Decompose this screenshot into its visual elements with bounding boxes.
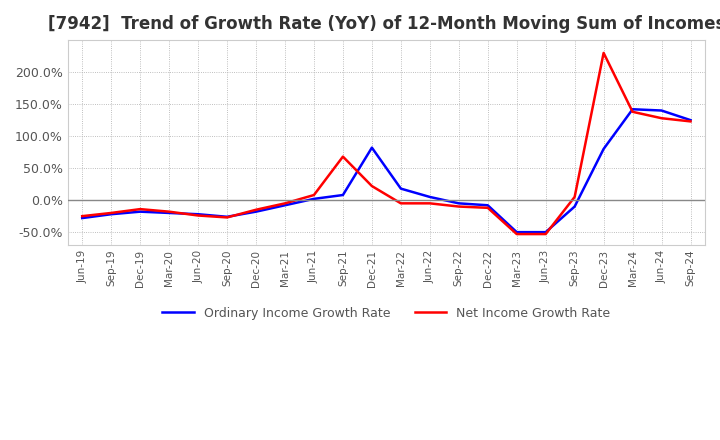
Net Income Growth Rate — [426, 201, 434, 206]
Ordinary Income Growth Rate — [570, 204, 579, 209]
Net Income Growth Rate — [194, 213, 202, 218]
Ordinary Income Growth Rate — [368, 145, 377, 150]
Net Income Growth Rate — [629, 109, 637, 114]
Net Income Growth Rate — [570, 194, 579, 200]
Net Income Growth Rate — [599, 50, 608, 55]
Ordinary Income Growth Rate — [513, 230, 521, 235]
Net Income Growth Rate — [252, 207, 261, 213]
Ordinary Income Growth Rate — [483, 203, 492, 208]
Net Income Growth Rate — [338, 154, 347, 159]
Ordinary Income Growth Rate — [629, 106, 637, 112]
Net Income Growth Rate — [541, 231, 550, 237]
Ordinary Income Growth Rate — [657, 108, 666, 113]
Ordinary Income Growth Rate — [194, 212, 202, 217]
Net Income Growth Rate — [281, 201, 289, 206]
Line: Ordinary Income Growth Rate: Ordinary Income Growth Rate — [82, 109, 690, 232]
Net Income Growth Rate — [222, 215, 231, 220]
Net Income Growth Rate — [657, 116, 666, 121]
Ordinary Income Growth Rate — [397, 186, 405, 191]
Ordinary Income Growth Rate — [541, 230, 550, 235]
Ordinary Income Growth Rate — [599, 146, 608, 151]
Net Income Growth Rate — [368, 183, 377, 189]
Ordinary Income Growth Rate — [281, 203, 289, 208]
Net Income Growth Rate — [310, 192, 318, 198]
Net Income Growth Rate — [686, 119, 695, 124]
Net Income Growth Rate — [136, 206, 145, 212]
Ordinary Income Growth Rate — [454, 201, 463, 206]
Net Income Growth Rate — [454, 204, 463, 209]
Net Income Growth Rate — [483, 205, 492, 210]
Ordinary Income Growth Rate — [78, 216, 86, 221]
Ordinary Income Growth Rate — [165, 210, 174, 216]
Legend: Ordinary Income Growth Rate, Net Income Growth Rate: Ordinary Income Growth Rate, Net Income … — [157, 302, 616, 325]
Net Income Growth Rate — [78, 213, 86, 219]
Ordinary Income Growth Rate — [686, 117, 695, 123]
Ordinary Income Growth Rate — [107, 212, 115, 217]
Net Income Growth Rate — [107, 210, 115, 216]
Net Income Growth Rate — [165, 209, 174, 214]
Net Income Growth Rate — [513, 231, 521, 237]
Ordinary Income Growth Rate — [222, 214, 231, 220]
Net Income Growth Rate — [397, 201, 405, 206]
Line: Net Income Growth Rate: Net Income Growth Rate — [82, 53, 690, 234]
Ordinary Income Growth Rate — [310, 196, 318, 202]
Ordinary Income Growth Rate — [252, 209, 261, 214]
Ordinary Income Growth Rate — [338, 192, 347, 198]
Title: [7942]  Trend of Growth Rate (YoY) of 12-Month Moving Sum of Incomes: [7942] Trend of Growth Rate (YoY) of 12-… — [48, 15, 720, 33]
Ordinary Income Growth Rate — [136, 209, 145, 214]
Ordinary Income Growth Rate — [426, 194, 434, 200]
